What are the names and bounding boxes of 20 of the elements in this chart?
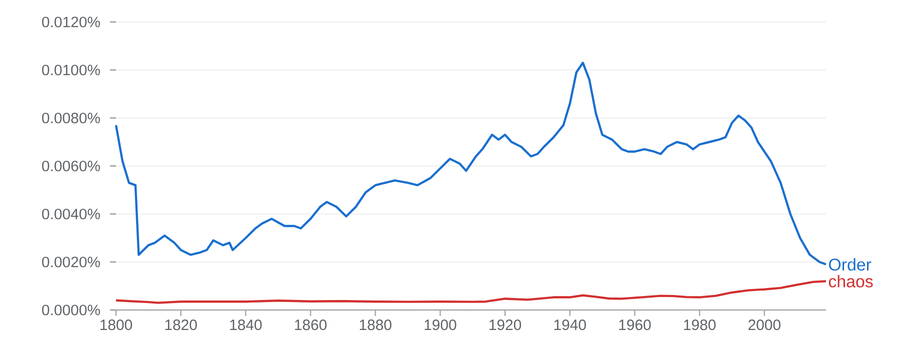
y-tick-label: 0.0120% xyxy=(42,16,100,28)
x-tick-label: 1860 xyxy=(295,320,327,330)
x-tick-label: 1980 xyxy=(684,320,716,330)
series-label: chaos xyxy=(828,274,873,288)
x-tick-label: 1800 xyxy=(100,320,132,330)
x-tick-label: 1840 xyxy=(230,320,262,330)
x-tick-label: 1880 xyxy=(360,320,392,330)
y-tick-label: 0.0100% xyxy=(42,64,100,76)
x-tick-label: 1920 xyxy=(490,320,522,330)
y-tick-label: 0.0000% xyxy=(42,304,100,316)
y-tick-label: 0.0080% xyxy=(42,112,100,124)
y-tick-label: 0.0020% xyxy=(42,256,100,268)
y-tick-label: 0.0060% xyxy=(42,160,100,172)
x-tick-label: 2000 xyxy=(748,320,780,330)
series-label: Order xyxy=(829,258,872,271)
x-tick-label: 1960 xyxy=(619,320,651,330)
x-tick-label: 1820 xyxy=(165,320,197,330)
x-tick-label: 1900 xyxy=(424,320,456,330)
y-tick-label: 0.0040% xyxy=(42,208,100,220)
x-tick-label: 1940 xyxy=(554,320,586,330)
